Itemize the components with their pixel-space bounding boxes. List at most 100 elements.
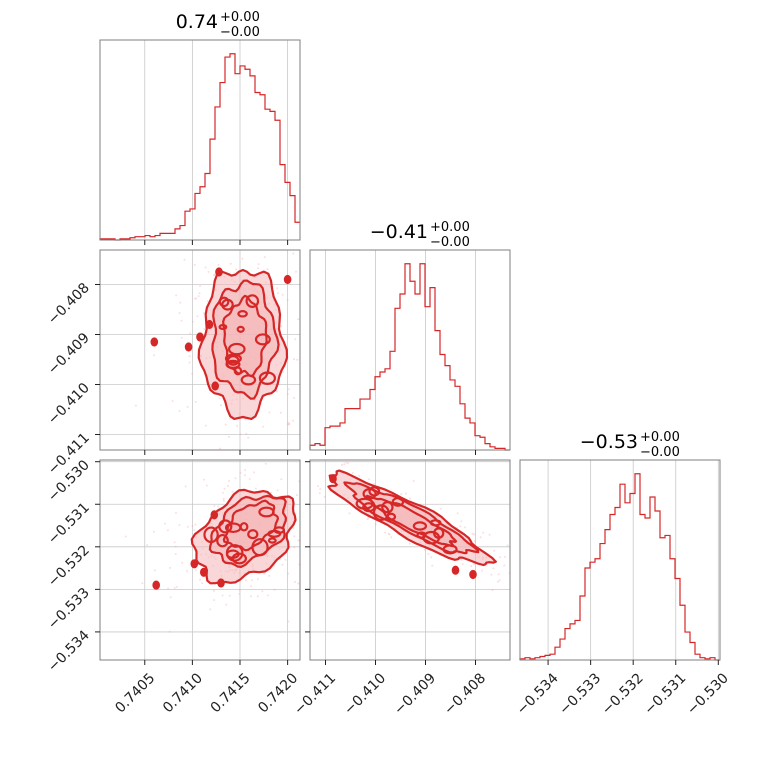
scatter-point — [293, 535, 296, 538]
scatter-point — [217, 264, 220, 266]
histogram-title-sub: −0.00 — [430, 235, 470, 250]
scatter-point — [169, 566, 172, 569]
scatter-panel-0-1 — [95, 196, 309, 468]
scatter-point — [460, 558, 463, 561]
contour-blob — [190, 559, 199, 569]
scatter-point — [225, 603, 228, 606]
y-tick-label: −0.408 — [45, 280, 93, 328]
scatter-point — [294, 581, 296, 583]
scatter-point — [276, 287, 279, 290]
scatter-point — [166, 529, 169, 532]
scatter-point — [332, 455, 334, 457]
scatter-point — [263, 572, 266, 575]
scatter-point — [264, 230, 266, 232]
scatter-point — [311, 531, 313, 533]
scatter-point — [241, 257, 244, 260]
contour-island — [381, 501, 394, 514]
scatter-point — [460, 520, 463, 523]
scatter-point — [288, 423, 291, 426]
contour-fill — [223, 500, 278, 551]
scatter-point — [263, 256, 266, 259]
scatter-point — [198, 292, 201, 295]
scatter-point — [281, 563, 284, 566]
scatter-point — [286, 298, 289, 301]
scatter-point — [314, 550, 316, 552]
scatter-point — [174, 553, 177, 555]
scatter-point — [213, 504, 216, 507]
scatter-point — [493, 549, 496, 552]
scatter-point — [345, 461, 347, 464]
scatter-panel-1-2 — [245, 441, 536, 665]
x-tick-label: −0.534 — [514, 670, 562, 718]
contour-island — [218, 296, 230, 308]
scatter-point — [209, 608, 212, 611]
scatter-point — [473, 563, 475, 566]
scatter-point — [195, 297, 198, 300]
scatter-point — [277, 292, 280, 295]
scatter-point — [514, 569, 516, 571]
y-tick-label: −0.534 — [45, 627, 93, 675]
histogram-title-sup: +0.00 — [640, 430, 680, 445]
y-tick-label: −0.410 — [45, 380, 93, 428]
scatter-point — [224, 423, 227, 426]
contour-island — [247, 529, 259, 540]
scatter-point — [235, 268, 238, 271]
scatter-point — [307, 310, 309, 312]
scatter-point — [186, 569, 189, 572]
panel-frame — [99, 39, 301, 241]
scatter-point — [245, 447, 247, 449]
scatter-point — [232, 196, 234, 198]
contour-island — [236, 325, 245, 333]
scatter-point — [179, 301, 182, 304]
scatter-point — [180, 336, 183, 339]
scatter-point — [431, 564, 434, 567]
scatter-point — [223, 223, 225, 225]
scatter-point — [503, 564, 506, 567]
scatter-point — [231, 453, 233, 455]
contour-island — [218, 519, 233, 534]
scatter-point — [288, 422, 291, 425]
scatter-point — [534, 600, 536, 602]
scatter-point — [292, 419, 295, 422]
scatter-point — [506, 544, 509, 547]
scatter-point — [305, 574, 307, 576]
scatter-point — [221, 594, 224, 597]
histogram-line — [519, 473, 720, 661]
scatter-point — [280, 325, 283, 328]
scatter-point — [504, 555, 506, 558]
scatter-point — [347, 462, 350, 464]
x-tick-label: −0.410 — [341, 670, 389, 718]
scatter-point — [373, 483, 376, 486]
scatter-point — [293, 358, 295, 361]
contour-island — [258, 506, 275, 518]
scatter-point — [229, 262, 232, 265]
scatter-point — [245, 432, 248, 435]
scatter-point — [240, 466, 242, 468]
scatter-point — [174, 545, 177, 548]
scatter-point — [307, 480, 309, 482]
scatter-point — [470, 565, 473, 568]
contour-island — [362, 502, 376, 513]
panel-frame — [99, 459, 301, 661]
histogram-title-2: −0.53 — [580, 431, 638, 453]
contour-island — [429, 519, 442, 527]
scatter-point — [292, 252, 295, 255]
scatter-point — [187, 525, 189, 528]
scatter-point — [266, 594, 269, 597]
scatter-point — [203, 478, 206, 481]
scatter-point — [304, 484, 306, 486]
scatter-point — [302, 441, 304, 443]
scatter-point — [273, 588, 276, 591]
scatter-point — [525, 568, 527, 570]
contour-island — [433, 527, 445, 539]
x-tick-label: −0.530 — [684, 670, 732, 718]
contour-blob — [469, 569, 477, 580]
scatter-point — [247, 436, 250, 439]
scatter-point — [461, 563, 464, 566]
contour-blob — [199, 567, 208, 577]
scatter-point — [222, 499, 225, 502]
histogram-title-sub: −0.00 — [640, 445, 680, 460]
scatter-point — [287, 421, 289, 424]
scatter-point — [440, 507, 443, 510]
scatter-point — [264, 462, 267, 465]
